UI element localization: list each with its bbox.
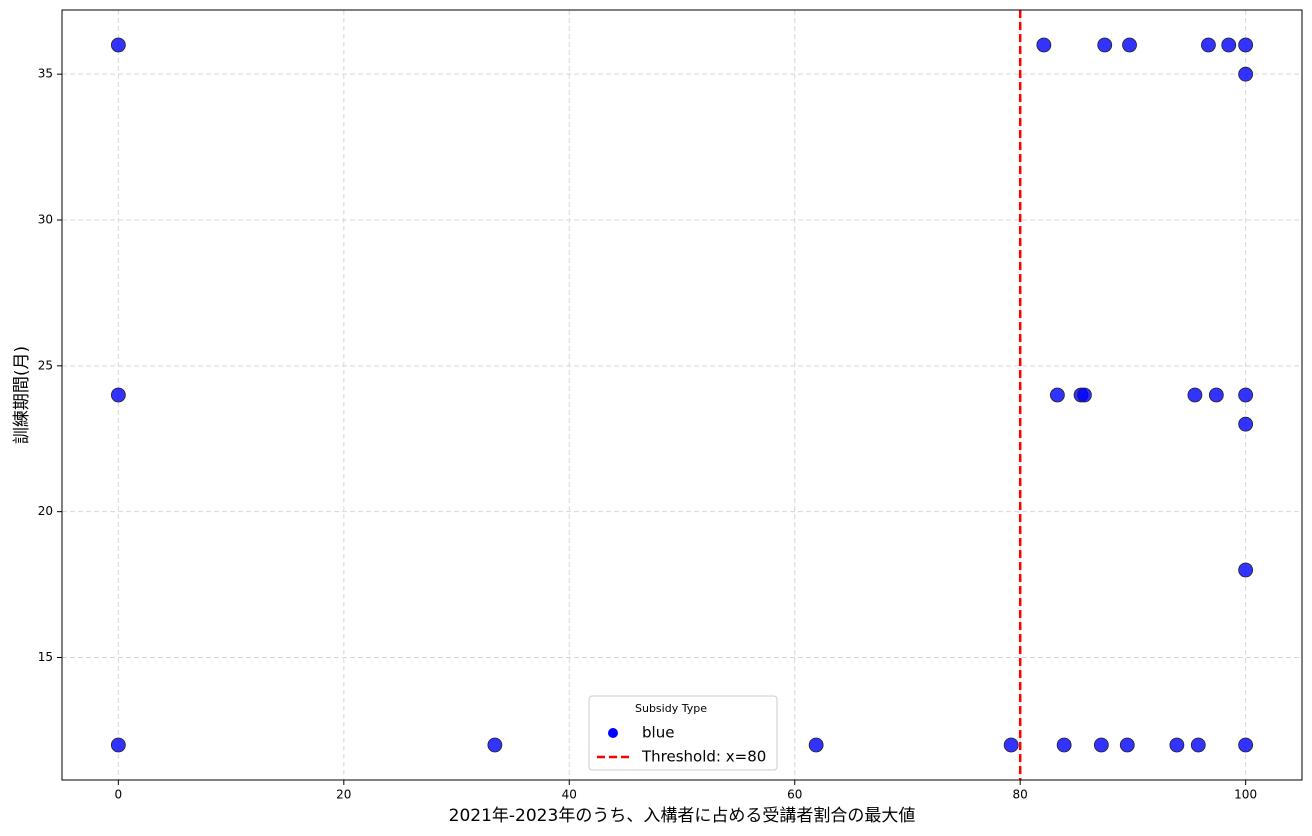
plot-frame: [61, 9, 1303, 781]
point: [110, 737, 126, 753]
point: [1238, 387, 1254, 403]
point: [1122, 37, 1137, 53]
y-tick-label: 30: [38, 213, 53, 227]
point: [1208, 387, 1224, 403]
x-tick-label: 20: [336, 788, 351, 802]
point: [808, 737, 824, 753]
point: [1238, 66, 1254, 82]
y-axis-label: 訓練期間(月): [12, 346, 32, 444]
y-tick-label: 35: [38, 67, 53, 81]
x-tick-label: 60: [787, 788, 802, 802]
x-tick-label: 100: [1234, 788, 1257, 802]
x-tick-label: 40: [562, 788, 577, 802]
point: [1187, 387, 1203, 403]
x-tick-label: 0: [115, 788, 123, 802]
point: [1097, 37, 1113, 53]
point: [1119, 737, 1135, 753]
legend-title: Subsidy Type: [635, 702, 707, 715]
legend-box: [588, 695, 778, 771]
point: [487, 737, 503, 753]
point: [1169, 737, 1185, 753]
point: [1093, 737, 1109, 753]
point: [1190, 737, 1206, 753]
point: [1201, 37, 1216, 53]
point: [1003, 737, 1019, 753]
x-tick-label: 80: [1013, 788, 1028, 802]
legend-label: Threshold: x=80: [641, 748, 766, 766]
legend-label: blue: [642, 724, 674, 742]
y-tick-label: 25: [38, 358, 53, 372]
point: [1077, 387, 1092, 403]
point: [1056, 737, 1072, 753]
y-tick-label: 15: [38, 650, 53, 664]
point: [110, 387, 126, 403]
point: [110, 37, 126, 53]
point: [1238, 562, 1254, 578]
point: [1238, 416, 1254, 432]
legend-marker: [608, 728, 618, 738]
point: [1221, 37, 1237, 53]
legend: Subsidy Type blue Threshold: x=80: [588, 695, 778, 771]
y-tick-label: 20: [38, 504, 53, 518]
x-axis-label: 2021年-2023年のうち、入構者に占める受講者割合の最大値: [449, 806, 916, 826]
point: [1238, 737, 1254, 753]
point: [1049, 387, 1065, 403]
point: [1238, 37, 1254, 53]
point: [1036, 37, 1052, 53]
